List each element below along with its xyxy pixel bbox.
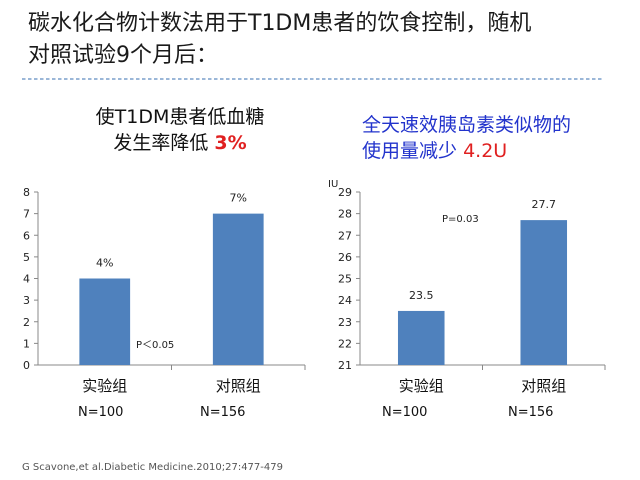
- right-y-axis-label: IU: [328, 179, 338, 190]
- left-p-value-annotation: P＜0.05: [136, 340, 174, 351]
- right-y-tick-label: 28: [338, 208, 352, 221]
- title-divider: [22, 78, 604, 80]
- slide-title-line2: 对照试验9个月后：: [28, 43, 218, 68]
- right-category-label: 对照组: [521, 377, 566, 395]
- left-y-tick-label: 8: [23, 186, 30, 199]
- left-chart-subtitle: 使T1DM患者低血糖 发生率降低 3%: [60, 104, 300, 156]
- left-y-tick-label: 4: [23, 273, 30, 286]
- left-category-label: 实验组: [82, 377, 127, 395]
- slide-title-line1: 碳水化合物计数法用于T1DM患者的饮食控制，随机: [28, 11, 532, 36]
- right-subtitle-prefix: 使用量减少: [362, 140, 458, 162]
- left-data-label: 7%: [230, 192, 247, 205]
- left-y-tick-label: 3: [23, 294, 30, 307]
- right-data-label: 27.7: [532, 198, 557, 211]
- right-data-label: 23.5: [409, 289, 434, 302]
- right-category-label: 实验组: [399, 377, 444, 395]
- left-n-label-control: N=156: [200, 405, 246, 420]
- right-y-tick-label: 22: [338, 337, 352, 350]
- left-subtitle-line2: 发生率降低 3%: [60, 130, 300, 156]
- left-subtitle-prefix: 发生率降低: [113, 132, 209, 154]
- right-p-value-annotation: P=0.03: [442, 214, 479, 225]
- right-subtitle-highlight: 4.2U: [463, 140, 508, 162]
- left-y-tick-label: 0: [23, 359, 30, 372]
- left-subtitle-highlight: 3%: [214, 132, 247, 154]
- left-subtitle-line1: 使T1DM患者低血糖: [95, 106, 265, 128]
- left-data-label: 4%: [96, 257, 113, 270]
- left-y-tick-label: 2: [23, 316, 30, 329]
- left-n-label-experiment: N=100: [78, 405, 124, 420]
- right-y-tick-label: 26: [338, 251, 352, 264]
- right-y-tick-label: 29: [338, 186, 352, 199]
- right-y-tick-label: 23: [338, 316, 352, 329]
- citation: G Scavone,et al.Diabetic Medicine.2010;2…: [22, 462, 283, 473]
- right-y-tick-label: 27: [338, 229, 352, 242]
- left-y-tick-label: 1: [23, 337, 30, 350]
- left-bar-chart: 0 1 2 3 4 5 6 7 8 4% 实验组 7% 对照组 P＜0.05: [23, 186, 306, 395]
- right-y-tick-label: 24: [338, 294, 352, 307]
- right-y-tick-label: 25: [338, 273, 352, 286]
- left-bar-control: [212, 213, 264, 365]
- left-category-label: 对照组: [216, 377, 261, 395]
- right-chart-subtitle: 全天速效胰岛素类似物的 使用量减少 4.2U: [362, 112, 632, 164]
- left-y-tick-label: 6: [23, 229, 30, 242]
- slide-title: 碳水化合物计数法用于T1DM患者的饮食控制，随机 对照试验9个月后：: [28, 8, 628, 72]
- right-y-tick-label: 21: [338, 359, 352, 372]
- right-n-label-control: N=156: [508, 405, 554, 420]
- left-y-tick-label: 5: [23, 251, 30, 264]
- right-subtitle-line2: 使用量减少 4.2U: [362, 138, 632, 164]
- right-bar-control: [520, 220, 568, 365]
- left-y-tick-label: 7: [23, 208, 30, 221]
- right-n-label-experiment: N=100: [382, 405, 428, 420]
- right-bar-experiment: [397, 310, 445, 365]
- right-subtitle-line1: 全天速效胰岛素类似物的: [362, 114, 572, 136]
- left-bar-experiment: [79, 278, 131, 365]
